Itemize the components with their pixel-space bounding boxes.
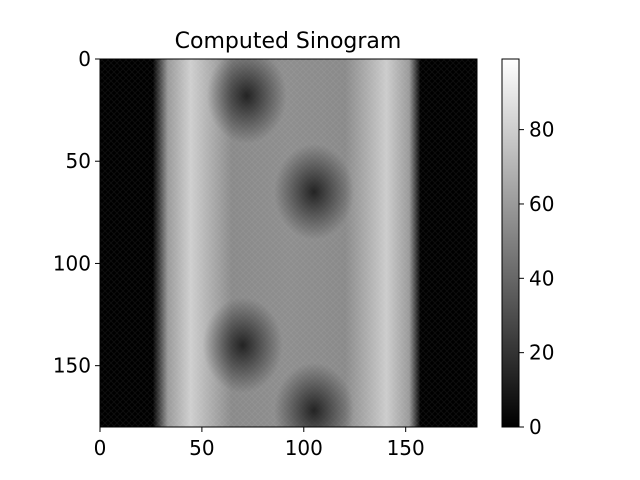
chart-title: Computed Sinogram <box>175 29 402 54</box>
dark-region-0 <box>206 59 287 144</box>
x-axis: 0 50 100 150 <box>94 427 425 460</box>
colorbar-tick-label: 20 <box>529 341 554 365</box>
x-tick-label: 150 <box>387 436 425 460</box>
colorbar-axis: 0 20 40 60 80 <box>519 118 554 439</box>
colorbar <box>501 58 520 428</box>
y-tick-label: 100 <box>53 251 91 275</box>
plot-frame <box>99 58 478 428</box>
y-tick-label: 0 <box>78 47 91 71</box>
x-tick-label: 50 <box>189 436 214 460</box>
sinogram-heatmap <box>100 59 477 427</box>
dark-region-3 <box>273 362 354 427</box>
dark-region-2 <box>202 297 283 394</box>
x-tick-label: 0 <box>94 436 107 460</box>
heatmap-texture <box>100 59 477 427</box>
colorbar-tick-label: 0 <box>529 415 542 439</box>
y-tick-label: 50 <box>66 149 91 173</box>
x-tick-label: 100 <box>285 436 323 460</box>
y-axis: 0 50 100 150 <box>53 47 100 378</box>
heatmap-features <box>202 59 354 427</box>
colorbar-tick-label: 40 <box>529 266 554 290</box>
y-tick-label: 150 <box>53 354 91 378</box>
dark-region-1 <box>273 143 354 240</box>
colorbar-tick-label: 60 <box>529 192 554 216</box>
colorbar-tick-label: 80 <box>529 118 554 142</box>
